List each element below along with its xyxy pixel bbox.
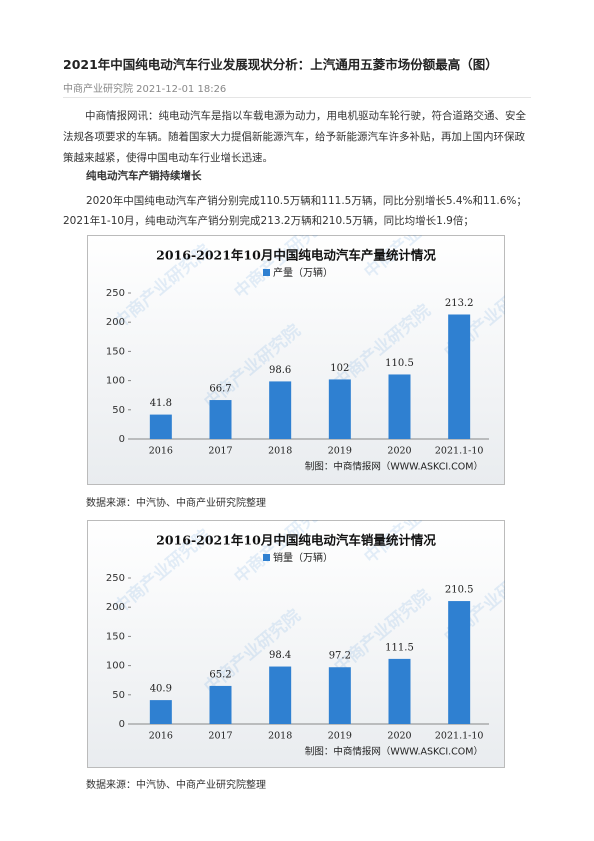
x-tick-label: 2016 <box>149 446 173 457</box>
y-tick-label: 200 <box>106 317 125 328</box>
legend-label: 产量（万辆） <box>273 266 333 279</box>
bar <box>328 379 351 439</box>
paragraph: 中商情报网讯：纯电动汽车是指以车载电源为动力，用电机驱动车轮行驶，符合道路交通、… <box>63 110 526 164</box>
y-tick-label: 250 <box>106 288 125 299</box>
caption: 数据来源：中汽协、中商产业研究院整理 <box>86 780 266 791</box>
article-title: 2021年中国纯电动汽车行业发展现状分析：上汽通用五菱市场份额最高（图） <box>63 57 498 72</box>
bar <box>388 658 411 724</box>
value-label: 98.4 <box>269 650 291 661</box>
value-label: 102 <box>330 363 349 374</box>
bar <box>209 400 232 439</box>
y-tick-label: 150 <box>106 631 125 642</box>
legend-label: 销量（万辆） <box>273 551 333 564</box>
value-label: 41.8 <box>150 398 172 409</box>
legend-swatch <box>263 554 270 561</box>
bar <box>269 666 292 724</box>
x-tick-label: 2021.1-10 <box>435 731 484 742</box>
value-label: 40.9 <box>150 684 172 695</box>
y-tick-label: 150 <box>106 346 125 357</box>
chart-source: 制图：中商情报网（WWW.ASKCI.COM） <box>305 461 483 473</box>
x-tick-label: 2017 <box>208 446 232 457</box>
bar <box>448 601 471 724</box>
value-label: 213.2 <box>445 298 474 309</box>
y-tick-label: 250 <box>106 573 125 584</box>
chart: 中商产业研究院中商产业研究院中商产业研究院中商产业研究院中商产业研究院中商产业研… <box>87 235 505 485</box>
y-tick-label: 0 <box>119 434 125 445</box>
chart-title: 2016-2021年10月中国纯电动汽车销量统计情况 <box>156 533 436 548</box>
bar <box>149 700 172 724</box>
x-tick-label: 2021.1-10 <box>435 446 484 457</box>
y-tick-label: 100 <box>106 376 125 387</box>
y-tick-label: 0 <box>119 719 125 730</box>
chart-frame <box>87 235 505 485</box>
bar <box>448 314 471 439</box>
x-tick-label: 2020 <box>387 446 411 457</box>
value-label: 97.2 <box>329 651 351 662</box>
x-tick-label: 2019 <box>328 446 352 457</box>
value-label: 111.5 <box>385 642 414 653</box>
x-tick-label: 2019 <box>328 731 352 742</box>
bar <box>149 414 172 439</box>
x-tick-label: 2016 <box>149 731 173 742</box>
value-label: 110.5 <box>385 358 414 369</box>
y-tick-label: 200 <box>106 602 125 613</box>
caption: 数据来源：中汽协、中商产业研究院整理 <box>86 498 266 509</box>
x-tick-label: 2018 <box>268 731 292 742</box>
paragraph-line: 2020年中国纯电动汽车产销分别完成110.5万辆和111.5万辆，同比分别增长… <box>86 195 527 207</box>
chart-frame <box>87 520 505 768</box>
y-tick-label: 100 <box>106 661 125 672</box>
x-tick-label: 2017 <box>208 731 232 742</box>
value-label: 98.6 <box>269 365 291 376</box>
paragraph-line: 2021年1-10月，纯电动汽车产销分别完成213.2万辆和210.5万辆，同比… <box>63 215 474 227</box>
meta: 中商产业研究院 2021-12-01 18:26 <box>63 84 227 95</box>
x-tick-label: 2018 <box>268 446 292 457</box>
value-label: 66.7 <box>209 384 231 395</box>
separator <box>63 97 531 98</box>
bar <box>209 685 232 724</box>
y-tick-label: 50 <box>112 405 125 416</box>
x-tick-label: 2020 <box>387 731 411 742</box>
chart-source: 制图：中商情报网（WWW.ASKCI.COM） <box>305 746 483 758</box>
chart: 中商产业研究院中商产业研究院中商产业研究院中商产业研究院中商产业研究院中商产业研… <box>87 520 505 768</box>
bar <box>269 381 292 439</box>
bar <box>328 667 351 724</box>
subheading: 纯电动汽车产销持续增长 <box>86 170 202 182</box>
legend-swatch <box>263 269 270 276</box>
bar <box>388 374 411 439</box>
y-tick-label: 50 <box>112 690 125 701</box>
value-label: 65.2 <box>209 669 231 680</box>
chart-title: 2016-2021年10月中国纯电动汽车产量统计情况 <box>156 248 436 263</box>
value-label: 210.5 <box>445 585 474 596</box>
